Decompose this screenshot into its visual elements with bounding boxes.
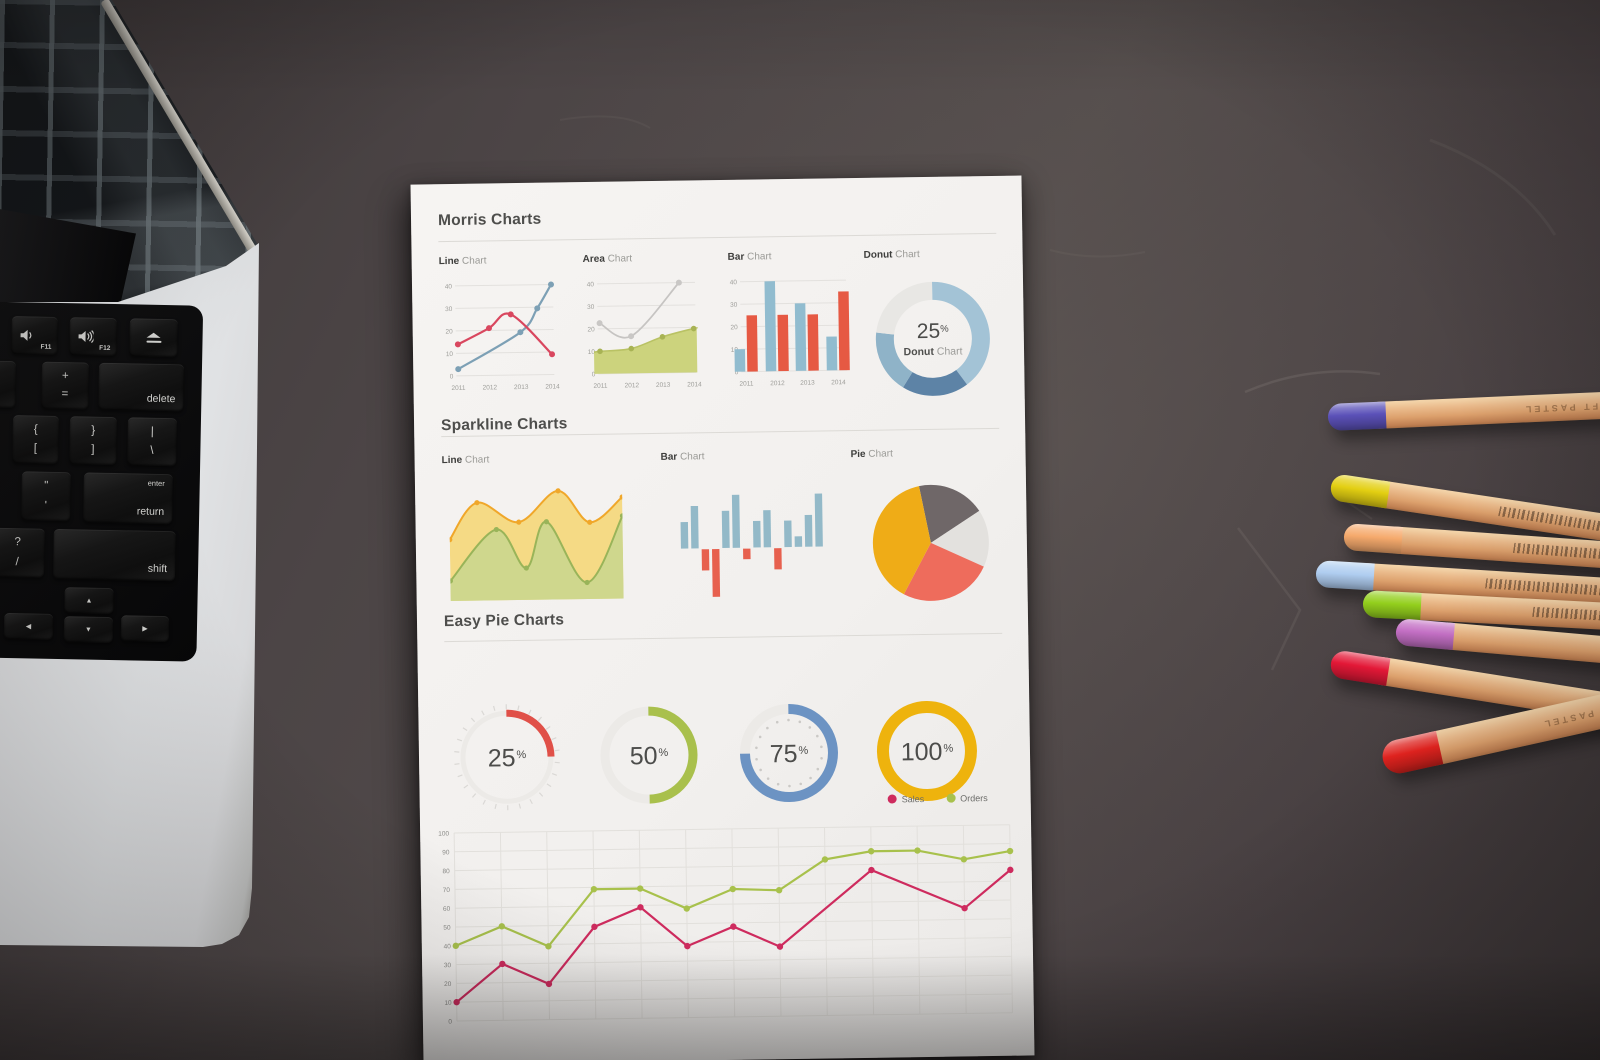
big-line-svg: 0 10 20 30 40 50 60 70 80 90 100 [438, 824, 1014, 1026]
svg-text:2012: 2012 [483, 384, 498, 391]
volume-down-icon [20, 329, 32, 341]
morris-area-svg: 0 10 20 30 40 2011 2012 2013 2014 [587, 279, 702, 390]
svg-text:0: 0 [450, 373, 454, 380]
svg-text:10: 10 [588, 349, 596, 356]
svg-text:90: 90 [442, 849, 450, 856]
pencil-cap [1379, 730, 1444, 777]
pencil-cap [1394, 617, 1455, 650]
morris-line-chart: 0 10 20 30 40 2011 2012 2013 2014 [434, 275, 564, 398]
svg-text:70: 70 [443, 887, 451, 894]
svg-text:2013: 2013 [514, 384, 529, 391]
svg-text:40: 40 [444, 943, 452, 950]
svg-text:80: 80 [442, 868, 450, 875]
svg-text:50: 50 [443, 925, 451, 932]
svg-text:2012: 2012 [625, 382, 640, 389]
sparkline-pie-chart [870, 482, 992, 609]
svg-text:2011: 2011 [593, 383, 607, 390]
morris-area-chart: 0 10 20 30 40 2011 2012 2013 2014 [576, 273, 706, 396]
svg-text:40: 40 [730, 279, 738, 286]
svg-text:75%: 75% [769, 740, 808, 769]
svg-text:40: 40 [587, 281, 595, 288]
svg-text:20: 20 [730, 324, 738, 331]
svg-text:30: 30 [445, 306, 453, 313]
pencil-barcode [1498, 506, 1600, 537]
svg-text:50%: 50% [630, 742, 669, 771]
svg-text:2014: 2014 [687, 381, 702, 388]
sparkline-bar-chart [677, 478, 829, 603]
svg-text:0: 0 [448, 1019, 452, 1026]
spark-bar-svg [680, 493, 823, 597]
morris-line-svg: 0 10 20 30 40 2011 2012 2013 2014 [445, 281, 560, 392]
key-f11: F11 [11, 316, 58, 355]
svg-text:2013: 2013 [656, 382, 671, 389]
sparkline-line-chart [447, 473, 626, 609]
sales-orders-line-chart: 0 10 20 30 40 50 60 70 80 90 100 [426, 785, 1032, 1045]
pencil-cap [1343, 522, 1403, 554]
pencil-barcode [1485, 578, 1600, 597]
key-f12: F12 [69, 317, 117, 357]
svg-text:25%: 25% [917, 320, 950, 343]
pencil-brand-text: SOFT PASTEL [1522, 399, 1600, 414]
easy-pie-ring-svg: 75% [739, 704, 838, 803]
pencil-barcode [1532, 606, 1600, 625]
pencil-wood: SOFT PASTEL [1377, 390, 1600, 429]
pencil-barcode [1512, 542, 1600, 563]
svg-text:2011: 2011 [451, 385, 465, 392]
svg-text:10: 10 [444, 1000, 452, 1007]
svg-text:2014: 2014 [545, 383, 560, 390]
easy-pie-ring-svg: 50% [600, 706, 698, 804]
svg-text:30: 30 [444, 962, 452, 969]
easy-pie-charts: 25% 50% 75% 100% [411, 176, 1035, 1060]
svg-text:25%: 25% [488, 744, 527, 773]
pencil-pastel-red: SOFT PASTEL [1379, 690, 1600, 777]
svg-text:60: 60 [443, 906, 451, 913]
svg-text:0: 0 [592, 371, 596, 378]
svg-text:100: 100 [438, 831, 449, 838]
pencil-cap [1328, 649, 1391, 686]
morris-bar-chart: 0 10 20 30 40 2011 2012 2013 2014 [722, 271, 852, 394]
svg-text:2011: 2011 [739, 381, 753, 388]
svg-text:30: 30 [730, 302, 738, 309]
svg-text:20: 20 [445, 328, 453, 335]
easy-pie-ring-svg: 100% [876, 700, 977, 801]
donut-svg: 25% Donut Chart [875, 281, 990, 396]
pencil-cap [1315, 559, 1375, 591]
svg-text:30: 30 [587, 304, 595, 311]
svg-text:0: 0 [735, 369, 739, 376]
pencil-cap [1329, 472, 1391, 508]
svg-text:2014: 2014 [831, 379, 846, 386]
donut-chart: 25% Donut Chart [870, 276, 996, 407]
easy-pie-ring-svg: 25% [454, 704, 560, 811]
spark-line-svg [447, 488, 626, 602]
pencil-cap [1327, 400, 1387, 431]
paper-document: Morris Charts Line Chart Area Chart Bar … [410, 175, 1035, 1060]
svg-text:10: 10 [446, 351, 454, 358]
svg-text:Donut Chart: Donut Chart [903, 345, 962, 358]
pencil-purple: SOFT PASTEL [1327, 390, 1600, 431]
pencil-cap [1362, 589, 1422, 620]
spark-pie-svg [872, 484, 989, 601]
svg-text:100%: 100% [901, 738, 954, 767]
svg-text:2013: 2013 [800, 380, 815, 387]
volume-up-icon [78, 330, 94, 343]
svg-text:20: 20 [587, 326, 595, 333]
svg-text:20: 20 [444, 981, 452, 988]
svg-text:2012: 2012 [770, 380, 785, 387]
svg-text:40: 40 [445, 283, 453, 290]
